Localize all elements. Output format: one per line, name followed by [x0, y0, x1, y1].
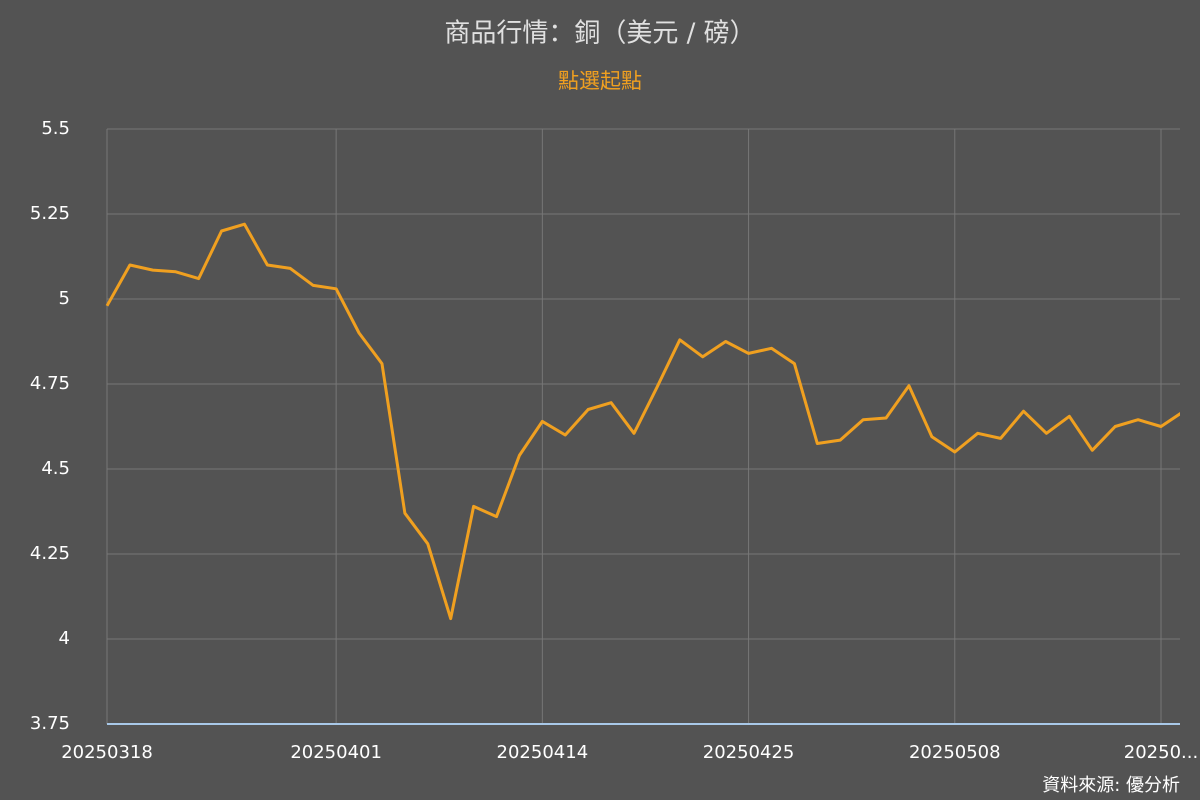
- y-tick-label: 4.25: [30, 543, 70, 564]
- y-tick-label: 4.75: [30, 373, 70, 394]
- y-tick-label: 4: [59, 628, 70, 649]
- source-note: 資料來源: 優分析: [1042, 775, 1180, 796]
- x-tick-label: 20250414: [497, 742, 589, 763]
- chart-title: 商品行情：銅（美元 / 磅）: [444, 19, 755, 49]
- x-tick-label: 20250425: [703, 742, 795, 763]
- y-tick-label: 4.5: [41, 458, 70, 479]
- y-tick-label: 3.75: [30, 713, 70, 734]
- y-tick-label: 5.25: [30, 203, 70, 224]
- x-tick-label: 20250401: [290, 742, 382, 763]
- line-series: [105, 222, 1180, 621]
- x-tick-label: 20250318: [61, 742, 153, 763]
- y-tick-label: 5.5: [41, 118, 70, 139]
- y-tick-label: 5: [59, 288, 70, 309]
- x-tick-label: 20250508: [909, 742, 1001, 763]
- chart-subtitle[interactable]: 點選起點: [558, 69, 642, 93]
- x-tick-label: 20250...: [1124, 742, 1198, 763]
